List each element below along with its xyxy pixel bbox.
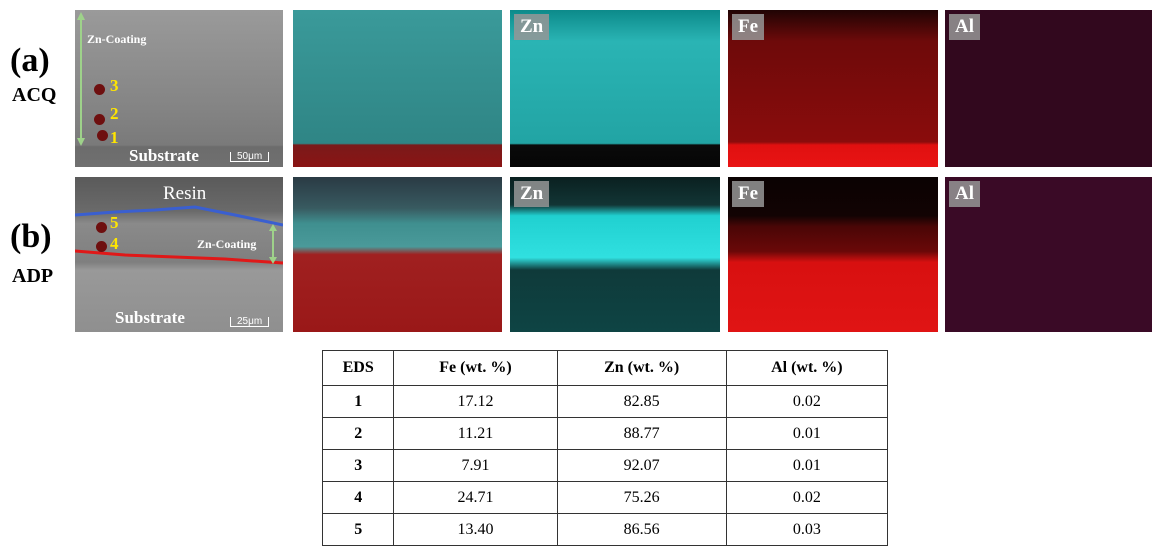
table-cell: 11.21 [394, 418, 557, 450]
element-map: Zn [510, 177, 720, 332]
sem-image: Zn-Coating 3 2 1 Substrate 50μm [75, 10, 283, 167]
scale-bar: 50μm [230, 152, 269, 162]
table-cell: 0.02 [726, 386, 887, 418]
map-tag: Fe [732, 181, 764, 207]
point [94, 84, 105, 95]
element-map: Zn [510, 10, 720, 167]
header-cell: EDS [323, 351, 394, 386]
table-cell: 4 [323, 482, 394, 514]
overlay-map [293, 177, 502, 332]
table-cell: 0.01 [726, 450, 887, 482]
map-tag: Zn [514, 181, 549, 207]
table-cell: 75.26 [557, 482, 726, 514]
substrate-label: Substrate [115, 308, 185, 328]
sample-label: ADP [12, 265, 53, 288]
element-map: Al [945, 177, 1152, 332]
sample-label: ACQ [12, 84, 56, 107]
point [96, 222, 107, 233]
table-cell: 13.40 [394, 514, 557, 546]
table-cell: 0.02 [726, 482, 887, 514]
map-tag: Al [949, 14, 980, 40]
point [97, 130, 108, 141]
substrate-label: Substrate [129, 146, 199, 166]
table-cell: 5 [323, 514, 394, 546]
region-label: Zn-Coating [197, 237, 256, 252]
table-cell: 17.12 [394, 386, 557, 418]
header-cell: Zn (wt. %) [557, 351, 726, 386]
point-label: 5 [110, 213, 119, 233]
table-cell: 24.71 [394, 482, 557, 514]
region-label: Zn-Coating [87, 32, 146, 47]
header-cell: Al (wt. %) [726, 351, 887, 386]
header-cell: Fe (wt. %) [394, 351, 557, 386]
table-cell: 3 [323, 450, 394, 482]
table-cell: 88.77 [557, 418, 726, 450]
resin-label: Resin [163, 183, 206, 205]
scale-bar: 25μm [230, 317, 269, 327]
table-cell: 7.91 [394, 450, 557, 482]
point-label: 1 [110, 128, 119, 148]
table-cell: 0.01 [726, 418, 887, 450]
element-map: Al [945, 10, 1152, 167]
map-tag: Al [949, 181, 980, 207]
map-tag: Fe [732, 14, 764, 40]
panel-label: (a) [10, 42, 50, 80]
overlay-map [293, 10, 502, 167]
element-map: Fe [728, 177, 938, 332]
sem-image: Resin Zn-Coating 5 4 Substrate 25μm [75, 177, 283, 332]
table-cell: 2 [323, 418, 394, 450]
table-cell: 86.56 [557, 514, 726, 546]
map-tag: Zn [514, 14, 549, 40]
table-cell: 0.03 [726, 514, 887, 546]
element-map: Fe [728, 10, 938, 167]
table-cell: 92.07 [557, 450, 726, 482]
table-cell: 82.85 [557, 386, 726, 418]
page: {"panels":[ {"label":"(a)","sample":"ACQ… [0, 0, 1152, 547]
point-label: 3 [110, 76, 119, 96]
table-cell: 1 [323, 386, 394, 418]
point-label: 2 [110, 104, 119, 124]
panel-label: (b) [10, 218, 52, 256]
point [94, 114, 105, 125]
point-label: 4 [110, 234, 119, 254]
point [96, 241, 107, 252]
